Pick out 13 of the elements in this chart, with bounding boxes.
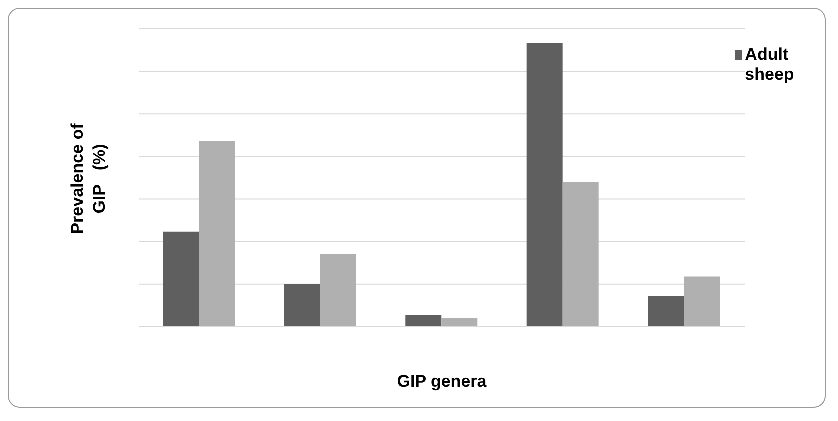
bar	[684, 276, 720, 327]
bar	[442, 318, 478, 327]
bar	[648, 296, 684, 327]
bar	[284, 284, 320, 327]
x-axis-title: GIP genera	[397, 372, 488, 391]
bar	[562, 182, 599, 327]
legend-label: Adult sheep	[745, 45, 796, 85]
bar	[406, 315, 442, 327]
bar	[163, 232, 200, 327]
bar	[320, 254, 356, 327]
bar	[526, 43, 563, 327]
y-axis-title: Prevalence of GIP (%)	[67, 124, 110, 234]
bar	[199, 141, 236, 327]
